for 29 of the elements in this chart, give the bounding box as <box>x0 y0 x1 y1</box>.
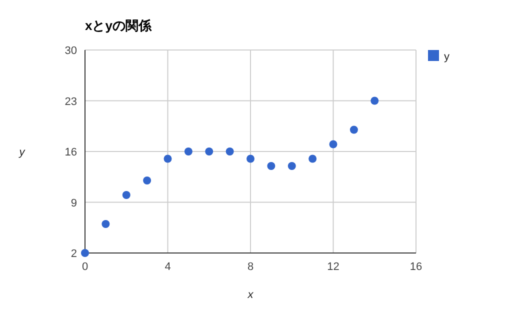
y-tick-label: 16 <box>64 146 77 158</box>
x-axis-title: x <box>246 289 254 301</box>
x-tick-label: 8 <box>247 261 254 273</box>
x-tick-label: 16 <box>410 261 422 273</box>
y-tick-label: 23 <box>64 96 77 108</box>
legend-label: y <box>444 51 450 63</box>
point <box>164 154 172 163</box>
point <box>329 140 338 148</box>
point <box>370 96 379 105</box>
point <box>246 154 254 163</box>
point <box>102 220 110 228</box>
point <box>122 191 130 199</box>
point <box>267 162 276 170</box>
y-axis-title: y <box>18 146 26 158</box>
point <box>205 148 214 156</box>
point <box>288 162 296 170</box>
point <box>226 148 234 156</box>
point <box>184 148 192 156</box>
point <box>143 176 152 184</box>
point <box>308 154 317 163</box>
y-tick-label: 9 <box>70 197 77 210</box>
point <box>350 126 358 134</box>
chart-title: xとyの関係 <box>85 18 152 33</box>
x-tick-label: 12 <box>327 261 340 273</box>
y-tick-label: 2 <box>70 248 77 260</box>
point <box>81 249 89 257</box>
y-tick-label: 30 <box>64 45 77 57</box>
x-tick-label: 4 <box>164 261 171 273</box>
x-tick-label: 0 <box>82 261 88 273</box>
